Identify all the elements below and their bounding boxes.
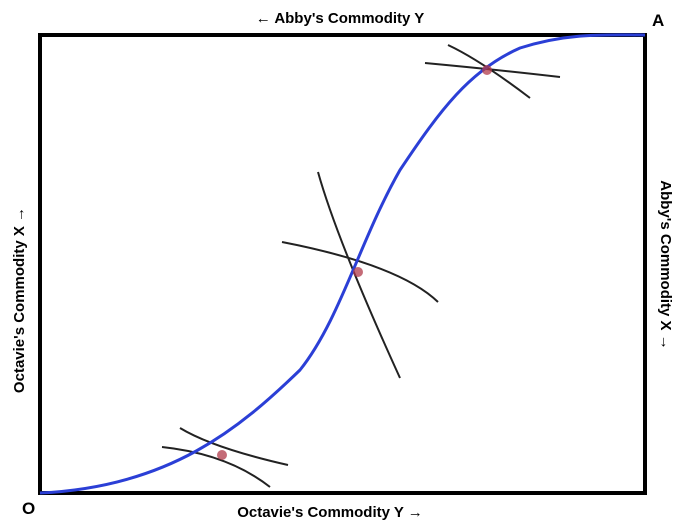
bottom-axis-label: Octavie's Commodity Y → <box>237 504 423 521</box>
abby-origin-label: A <box>652 11 664 30</box>
tangency-point-high <box>482 65 492 75</box>
abby-indifference-curve-high <box>424 62 561 78</box>
tangency-point-mid <box>353 267 363 277</box>
tangency-point-low <box>217 450 227 460</box>
top-axis-label: ← Abby's Commodity Y <box>256 10 425 27</box>
contract-curve <box>39 33 646 495</box>
abby-indifference-curve-low <box>161 446 271 488</box>
left-axis-label: Octavie's Commodity X → <box>11 207 28 393</box>
right-axis-label: Abby's Commodity X → <box>657 180 674 349</box>
octavie-origin-label: O <box>22 499 35 518</box>
octavie-indifference-curve-low <box>179 427 289 466</box>
edgeworth-box-frame <box>38 33 647 495</box>
abby-indifference-curve-mid <box>281 241 439 303</box>
